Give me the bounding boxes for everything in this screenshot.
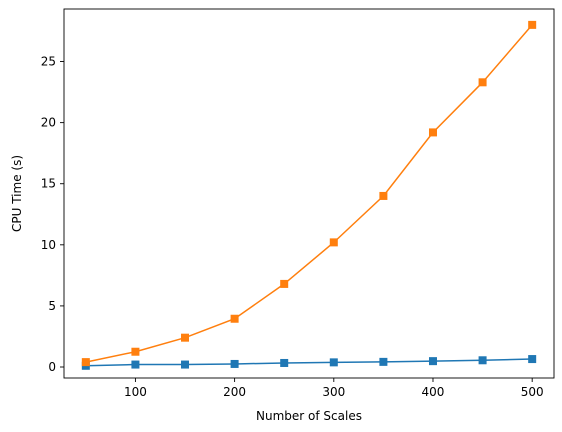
plot-area-frame — [63, 8, 555, 379]
y-tick-label: 15 — [41, 177, 56, 191]
series-1-point — [131, 360, 140, 369]
series-1-point — [478, 356, 487, 365]
x-tick-label: 100 — [124, 385, 147, 399]
y-axis-ticks: 0 5 10 15 20 25 — [41, 55, 64, 374]
x-tick-label: 400 — [422, 385, 445, 399]
x-axis-label: Number of Scales — [256, 409, 362, 423]
series-layer — [81, 20, 537, 370]
series-1-point — [280, 358, 289, 367]
y-tick-label: 20 — [41, 116, 56, 130]
series-1-point — [329, 358, 338, 367]
series-1-point — [230, 359, 239, 368]
series-2-point — [280, 279, 289, 288]
y-tick-label: 0 — [48, 360, 56, 374]
series-1-point — [428, 357, 437, 366]
series-1-line — [85, 358, 533, 367]
series-2-point — [329, 238, 338, 247]
x-tick-label: 500 — [521, 385, 544, 399]
series-2-point — [478, 78, 487, 87]
y-tick-label: 10 — [41, 238, 56, 252]
y-tick-label: 25 — [41, 55, 56, 69]
series-2-point — [131, 347, 140, 356]
series-2-point — [230, 314, 239, 323]
series-2-point — [428, 128, 437, 137]
x-axis-ticks: 100 200 300 400 500 — [124, 378, 544, 399]
series-2-point — [81, 358, 90, 367]
y-axis-label: CPU Time (s) — [10, 155, 24, 232]
series-1-point — [181, 360, 190, 369]
series-2-point — [181, 333, 190, 342]
y-tick-label: 5 — [48, 299, 56, 313]
x-tick-label: 200 — [223, 385, 246, 399]
series-1-point — [528, 355, 537, 364]
series-1-point — [379, 357, 388, 366]
series-2-point — [379, 191, 388, 200]
series-2-line — [85, 24, 533, 363]
x-tick-label: 300 — [322, 385, 345, 399]
series-2-point — [528, 20, 537, 29]
